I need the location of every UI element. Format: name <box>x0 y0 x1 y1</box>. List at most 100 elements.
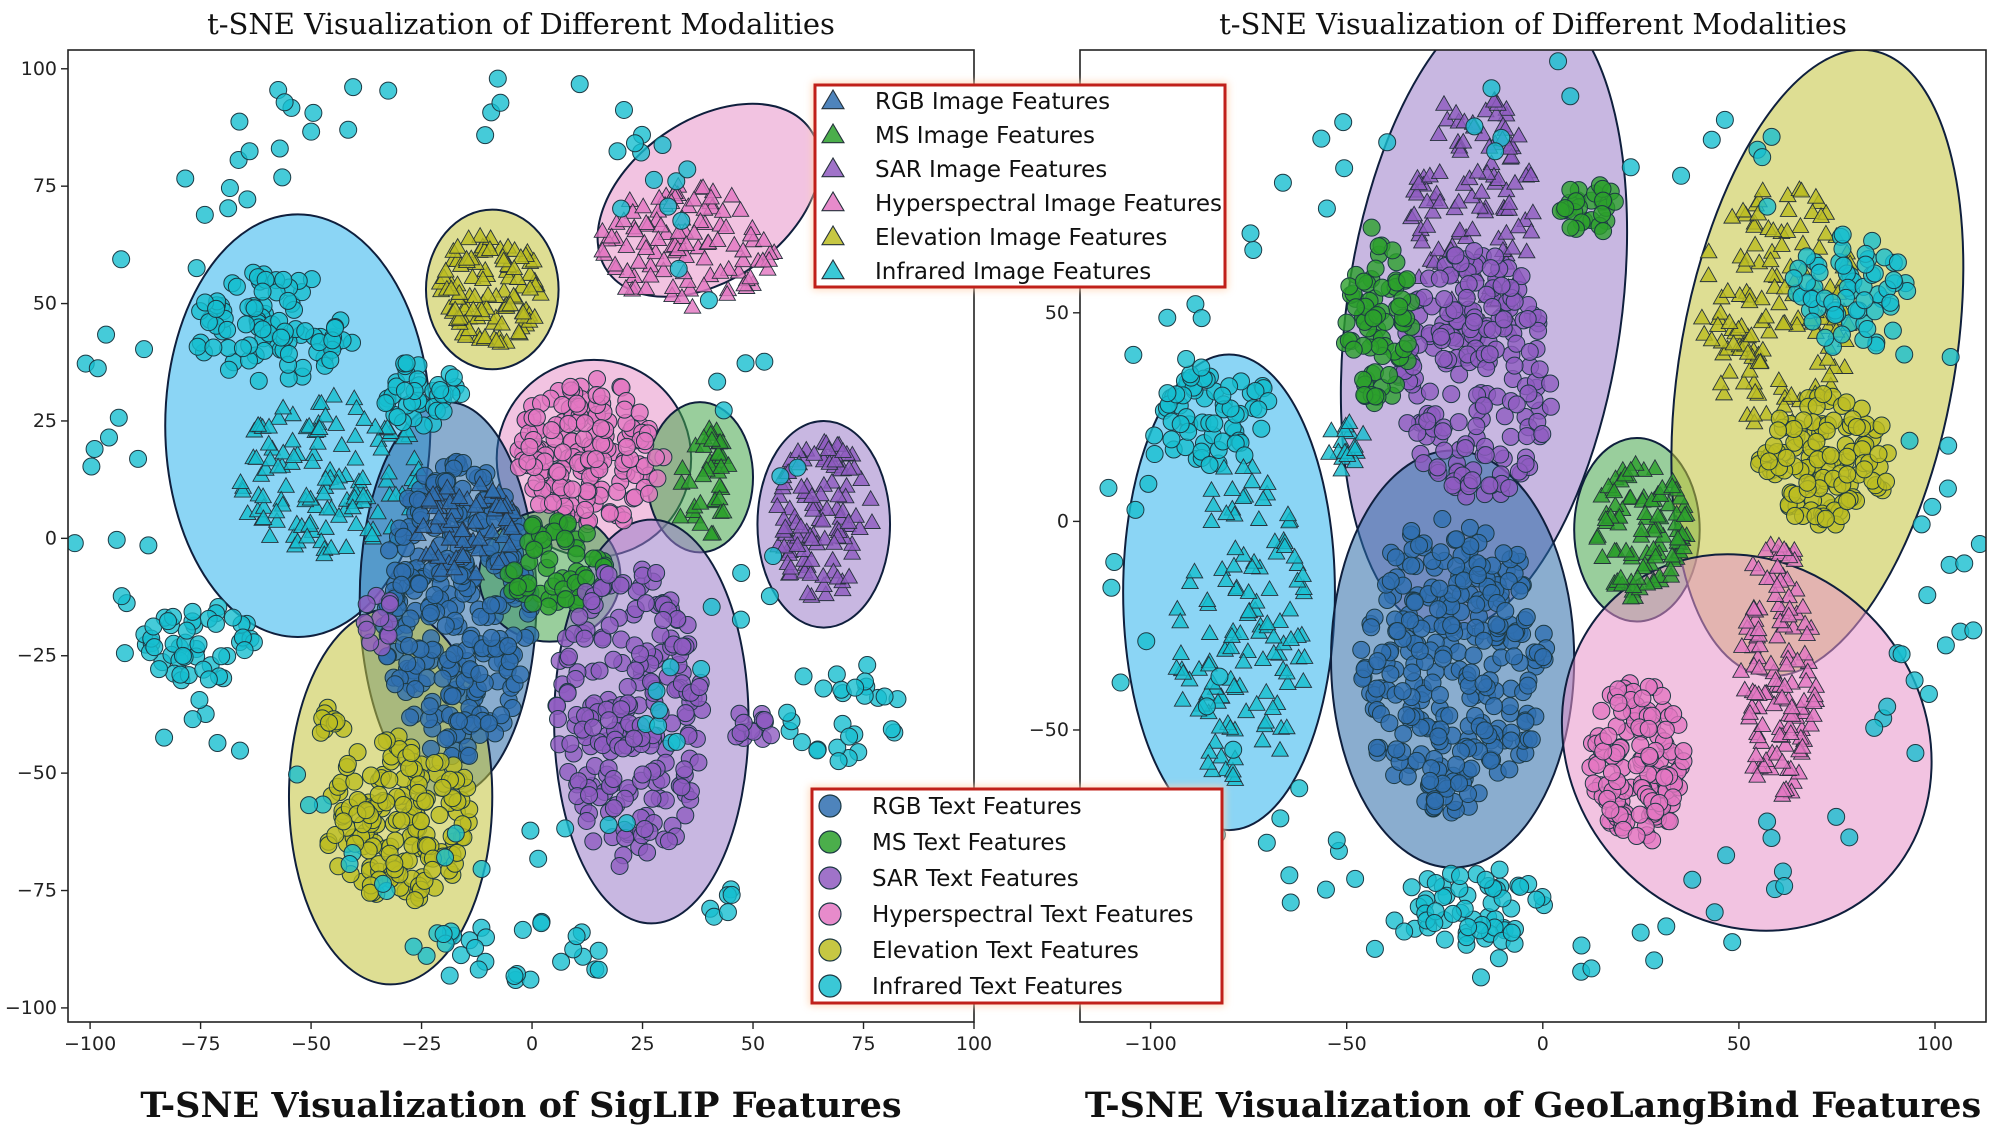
left-x-tick-label: −100 <box>64 1033 116 1055</box>
left-point-sar-text <box>566 669 585 688</box>
left-point-rgb-text <box>421 603 440 622</box>
left-point-hyperspectral-image <box>614 211 633 228</box>
left-point-elevation-image <box>514 303 533 320</box>
right-point-elevation-image <box>1744 405 1764 422</box>
left-point-infrared-text <box>288 765 307 784</box>
right-point-sar-image <box>1429 240 1448 257</box>
left-point-hyperspectral-image <box>741 268 760 285</box>
left-point-ms-image <box>702 524 721 541</box>
left-point-hyperspectral-image <box>629 252 648 269</box>
left-point-hyperspectral-text <box>553 443 572 462</box>
right-point-ms-text <box>1398 270 1417 289</box>
right-point-rgb-text <box>1474 631 1493 650</box>
right-point-infrared-text <box>1126 500 1145 519</box>
left-point-infrared-text <box>223 608 242 627</box>
left-point-infrared-image <box>337 538 356 555</box>
right-point-infrared-text <box>1145 426 1164 445</box>
left-point-ms-text <box>508 577 527 596</box>
left-point-sar-text <box>755 711 774 730</box>
left-point-rgb-text <box>386 675 405 694</box>
left-point-infrared-text <box>625 134 644 153</box>
left-point-infrared-image <box>267 502 286 519</box>
left-point-sar-image <box>805 444 824 461</box>
right-point-elevation-image <box>1699 266 1718 283</box>
left-point-infrared-text <box>778 703 797 722</box>
left-point-sar-image <box>788 535 807 552</box>
right-point-sar-image <box>1463 220 1482 237</box>
right-point-rgb-text <box>1433 649 1452 668</box>
left-point-infrared-text <box>649 716 668 735</box>
right-point-sar-image <box>1447 103 1466 120</box>
right-point-infrared-image <box>1247 592 1266 609</box>
left-point-infrared-image <box>261 450 280 467</box>
left-point-infrared-text <box>570 75 589 94</box>
left-point-infrared-image <box>283 431 302 448</box>
left-point-infrared-text <box>505 967 524 986</box>
right-point-infrared-image <box>1202 512 1221 529</box>
right-point-hyperspectral-image <box>1768 557 1787 574</box>
left-point-sar-image <box>852 470 871 487</box>
left-point-infrared-text <box>212 647 231 666</box>
left-point-sar-image <box>814 566 833 583</box>
left-point-rgb-image <box>466 496 485 513</box>
left-point-sar-text <box>654 610 673 629</box>
right-point-hyperspectral-image <box>1788 651 1807 668</box>
right-point-rgb-text <box>1474 674 1493 693</box>
left-point-elevation-image <box>442 279 461 296</box>
legend-entry-label: Infrared Image Features <box>875 259 1151 285</box>
right-point-rgb-text <box>1496 602 1515 621</box>
right-point-hyperspectral-image <box>1787 580 1806 597</box>
left-point-infrared-image <box>327 414 346 431</box>
left-point-elevation-text <box>411 812 430 831</box>
left-point-infrared-text <box>219 199 238 218</box>
right-point-infrared-image <box>1171 644 1190 660</box>
legend-marker-circle <box>818 794 842 818</box>
right-point-infrared-text <box>1865 718 1884 737</box>
right-point-ms-text <box>1366 387 1385 406</box>
right-point-sar-text <box>1533 425 1552 444</box>
right-point-rgb-text <box>1429 600 1448 619</box>
right-point-ms-image <box>1636 504 1655 521</box>
right-point-rgb-text <box>1367 738 1386 757</box>
left-data-points <box>68 69 907 990</box>
left-point-infrared-image <box>318 499 337 516</box>
right-point-sar-text <box>1505 356 1524 375</box>
right-point-rgb-text <box>1487 615 1506 634</box>
left-point-sar-text <box>762 726 781 745</box>
left-point-hyperspectral-text <box>635 432 654 451</box>
right-point-infrared-text <box>1451 867 1470 886</box>
right-point-infrared-image <box>1224 765 1243 782</box>
right-point-infrared-image <box>1270 611 1290 628</box>
left-point-infrared-text <box>875 687 894 706</box>
left-point-infrared-text <box>476 928 495 947</box>
right-point-ms-image <box>1668 529 1687 546</box>
right-point-infrared-text <box>1124 345 1143 364</box>
right-point-rgb-text <box>1462 663 1481 682</box>
left-point-ms-image <box>673 458 692 475</box>
left-point-infrared-image <box>267 511 286 528</box>
right-point-infrared-text <box>1775 876 1794 895</box>
right-point-infrared-image <box>1180 573 1200 590</box>
left-point-elevation-text <box>380 770 399 789</box>
left-point-infrared-text <box>218 320 237 339</box>
right-point-infrared-image <box>1281 629 1300 646</box>
right-point-infrared-text <box>1906 744 1925 763</box>
right-point-ms-image <box>1671 488 1690 505</box>
left-point-elevation-text <box>416 792 435 811</box>
right-point-hyperspectral-image <box>1775 676 1794 693</box>
right-x-tick-label: 50 <box>1727 1033 1751 1055</box>
left-point-sar-text <box>582 592 601 611</box>
right-point-infrared-text <box>1832 325 1851 344</box>
left-point-infrared-image <box>314 484 333 501</box>
right-point-infrared-image <box>1199 753 1218 770</box>
left-point-infrared-text <box>708 372 727 391</box>
right-point-elevation-image <box>1711 303 1730 320</box>
left-point-infrared-text <box>296 322 315 341</box>
left-point-sar-image <box>861 489 880 506</box>
left-point-hyperspectral-image <box>672 288 691 304</box>
left-point-ms-text <box>540 550 559 569</box>
left-point-rgb-image <box>500 536 519 553</box>
left-point-infrared-text <box>206 614 225 633</box>
left-point-hyperspectral-text <box>600 504 619 523</box>
legend-marker-circle <box>818 974 842 998</box>
